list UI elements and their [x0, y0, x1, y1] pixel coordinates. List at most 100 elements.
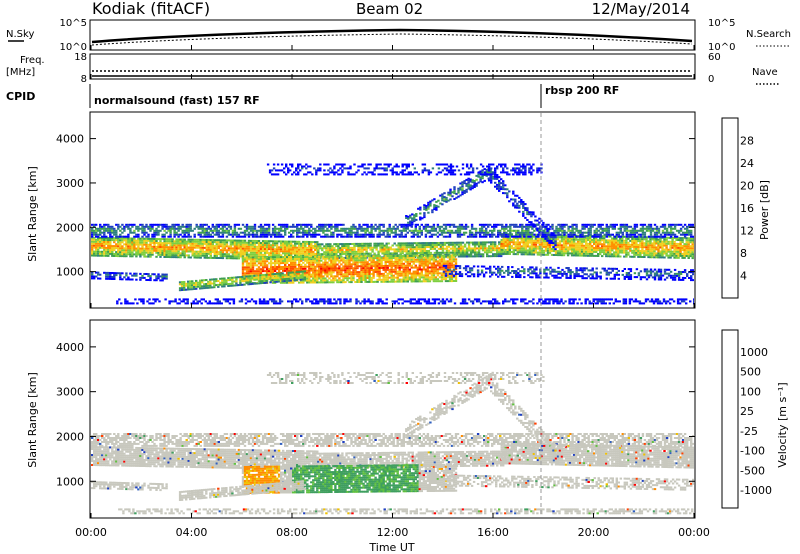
scatter-cell [379, 244, 382, 247]
scatter-cell [512, 243, 515, 246]
scatter-cell [306, 246, 309, 249]
scatter-cell [465, 251, 469, 254]
scatter-cell [633, 245, 636, 248]
scatter-cell [619, 225, 622, 228]
scatter-cell [217, 239, 220, 242]
scatter-cell [639, 246, 642, 249]
scatter-cell [332, 235, 335, 238]
scatter-cell [525, 231, 528, 234]
scatter-cell [655, 240, 658, 243]
scatter-cell [582, 250, 586, 253]
scatter-cell [633, 238, 636, 240]
scatter-cell [619, 249, 622, 252]
scatter-cell [617, 231, 620, 234]
scatter-cell [127, 223, 130, 226]
scatter-cell [125, 225, 128, 228]
scatter-cell [277, 256, 281, 259]
scatter-cell [591, 248, 594, 251]
scatter-cell [557, 233, 560, 236]
scatter-cell [357, 246, 360, 249]
scatter-cell [589, 252, 592, 255]
scatter-cell [247, 258, 251, 261]
scatter-cell [318, 267, 321, 270]
scatter-cell [318, 281, 321, 284]
scatter-cell [229, 239, 233, 242]
scatter-cell [325, 253, 328, 256]
scatter-cell [506, 239, 509, 242]
scatter-cell [625, 231, 629, 234]
scatter-cell [576, 250, 580, 253]
scatter-cell [330, 257, 333, 260]
scatter-cell [191, 252, 194, 255]
scatter-cell [577, 229, 580, 232]
scatter-cell [641, 242, 644, 245]
scatter-cell [277, 235, 281, 238]
scatter-cell [419, 248, 422, 251]
scatter-cell [450, 229, 454, 232]
scatter-cell [467, 247, 471, 250]
scatter-cell [290, 248, 293, 251]
scatter-cell [237, 245, 241, 248]
scatter-cell [460, 227, 464, 230]
scatter-cell [233, 243, 237, 246]
scatter-cell [675, 252, 678, 255]
scatter-cell [223, 243, 227, 246]
scatter-cell [386, 233, 389, 236]
scatter-cell [418, 225, 421, 228]
scatter-cell [558, 244, 562, 247]
scatter-cell [635, 242, 638, 244]
nsearch-tick-bottom: 10^0 [708, 42, 735, 53]
scatter-cell [273, 240, 277, 243]
scatter-cell [558, 240, 562, 243]
scatter-cell [330, 261, 333, 264]
scatter-cell [639, 227, 643, 230]
scatter-cell [623, 235, 626, 238]
scatter-cell [581, 225, 584, 228]
scatter-cell [147, 243, 150, 246]
scatter-cell [518, 245, 521, 248]
scatter-cell [103, 250, 106, 253]
scatter-cell [177, 235, 180, 238]
scatter-cell [438, 233, 442, 236]
scatter-cell [125, 235, 128, 238]
scatter-cell [103, 246, 106, 249]
scatter-cell [625, 255, 628, 258]
scatter-cell [109, 229, 112, 232]
scatter-cell [675, 235, 679, 238]
scatter-cell [374, 261, 377, 264]
scatter-cell [433, 242, 437, 244]
scatter-cell [334, 269, 337, 272]
scatter-cell [372, 235, 375, 238]
scatter-cell [395, 244, 398, 247]
scatter-cell [370, 227, 373, 230]
scatter-cell [342, 273, 345, 276]
scatter-cell [387, 246, 390, 249]
scatter-cell [286, 248, 289, 251]
scatter-cell [545, 235, 548, 238]
scatter-cell [607, 249, 610, 252]
scatter-cell [273, 254, 277, 257]
scatter-cell [398, 270, 401, 273]
scatter-cell [241, 260, 245, 263]
scatter-cell [201, 250, 204, 253]
scatter-cell [361, 246, 364, 249]
scatter-cell [490, 245, 493, 248]
scatter-cell [433, 247, 437, 250]
scatter-cell [427, 250, 431, 252]
scatter-cell [372, 263, 375, 266]
scatter-cell [314, 247, 317, 249]
scatter-cell [284, 225, 287, 228]
scatter-cell [398, 256, 401, 259]
scatter-cell [333, 253, 336, 255]
scatter-cell [320, 263, 323, 266]
scatter-cell [143, 229, 146, 232]
scatter-cell [368, 273, 371, 275]
scatter-cell [518, 241, 521, 244]
scatter-cell [514, 245, 517, 248]
scatter-cell [336, 275, 339, 278]
scatter-cell [544, 253, 548, 256]
scatter-cell [673, 250, 676, 253]
scatter-cell [233, 249, 237, 252]
scatter-cell [488, 249, 491, 252]
scatter-cell [352, 277, 355, 280]
